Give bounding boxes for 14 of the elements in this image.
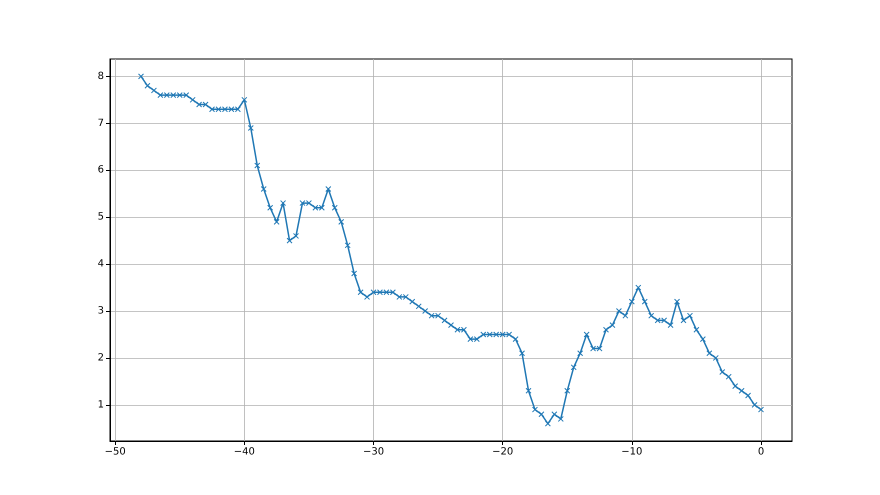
y-tick-label: 5 [98,212,104,223]
y-tick-label: 4 [98,258,104,270]
x-tick-label: −40 [234,446,255,458]
x-tick-label: −50 [104,446,126,458]
y-tick-label: 1 [98,399,104,410]
x-tick-label: −10 [621,446,642,458]
y-tick-label: 7 [98,118,104,129]
y-tick-label: 3 [98,306,104,317]
x-tick-label: −30 [362,446,384,458]
x-tick-label: 0 [758,446,764,458]
x-tick-label: −20 [492,446,514,458]
y-tick-label: 2 [98,352,104,364]
y-tick-label: 6 [98,164,104,176]
y-tick-label: 8 [98,70,104,82]
